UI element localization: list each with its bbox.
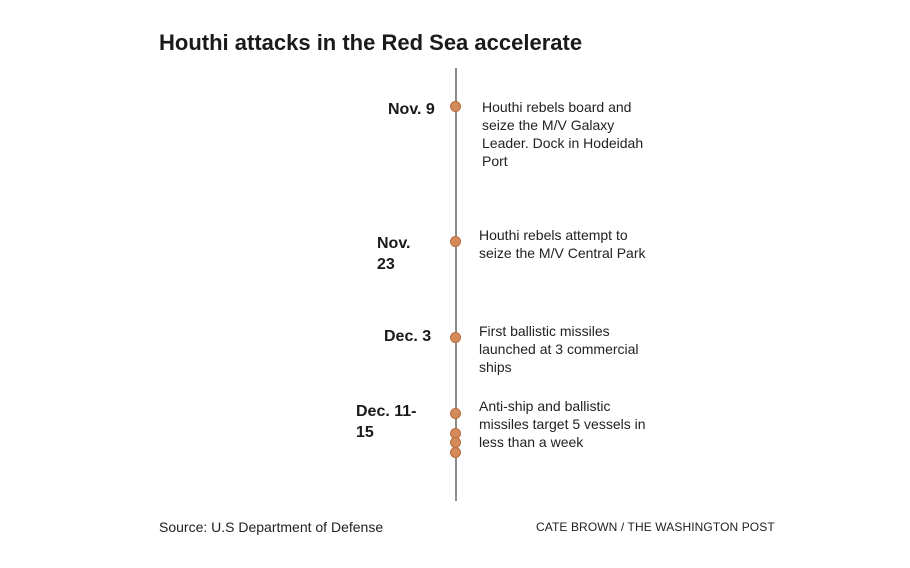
event-date-3: Dec. 3 xyxy=(384,326,431,347)
event-date-2-line-1: Nov. xyxy=(377,235,411,252)
event-description-4: Anti-ship and ballistic missiles target … xyxy=(479,398,646,450)
event-date-1: Nov. 9 xyxy=(388,99,435,120)
event-dot-2 xyxy=(450,236,461,247)
event-description-3: First ballistic missiles launched at 3 c… xyxy=(479,323,639,375)
timeline-line xyxy=(455,68,457,501)
event-dot-4d xyxy=(450,447,461,458)
event-date-4-line-2: 15 xyxy=(356,424,374,441)
event-date-4: Dec. 11- 15 xyxy=(356,401,416,443)
event-description-1: Houthi rebels board and seize the M/V Ga… xyxy=(482,99,644,169)
event-date-3-line-1: Dec. 3 xyxy=(384,328,432,345)
chart-title: Houthi attacks in the Red Sea accelerate xyxy=(159,30,583,55)
event-date-2: Nov. 23 xyxy=(377,233,410,275)
event-dot-1 xyxy=(450,101,461,112)
event-date-1-line-1: Nov. 9 xyxy=(388,101,435,118)
event-date-4-line-1: Dec. 11- xyxy=(356,403,417,420)
source-note: Source: U.S Department of Defense xyxy=(159,519,384,535)
credit-line: CATE BROWN / THE WASHINGTON POST xyxy=(536,520,775,534)
event-description-2: Houthi rebels attempt to seize the M/V C… xyxy=(479,227,646,261)
event-dot-4a xyxy=(450,408,461,419)
event-date-2-line-2: 23 xyxy=(377,256,395,273)
event-dot-3 xyxy=(450,332,461,343)
